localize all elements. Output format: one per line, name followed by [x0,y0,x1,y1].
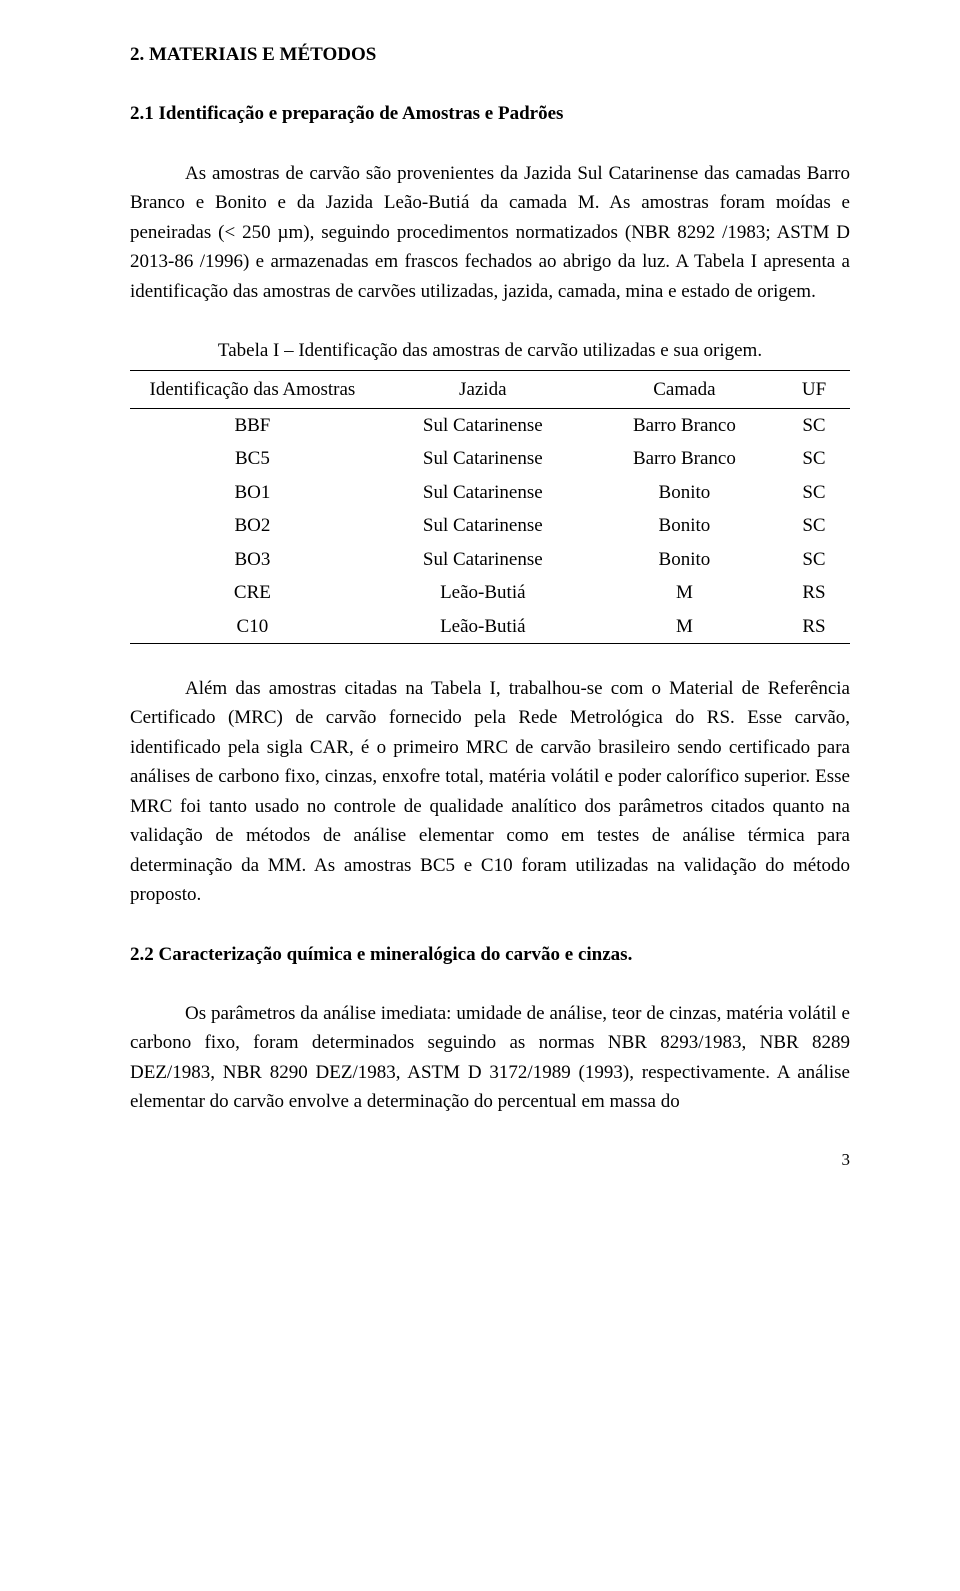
table-cell: Bonito [591,543,778,576]
table-caption: Tabela I – Identificação das amostras de… [130,336,850,365]
table-row: BO3Sul CatarinenseBonitoSC [130,543,850,576]
table-cell: Bonito [591,476,778,509]
table-cell: BO3 [130,543,375,576]
table-col-camada: Camada [591,370,778,408]
table-cell: BBF [130,408,375,442]
table-cell: Barro Branco [591,442,778,475]
table-cell: SC [778,442,850,475]
table-col-uf: UF [778,370,850,408]
table-cell: Barro Branco [591,408,778,442]
table-cell: M [591,576,778,609]
table-cell: Bonito [591,509,778,542]
subsection-heading-2: 2.2 Caracterização química e mineralógic… [130,940,850,969]
paragraph-2: Além das amostras citadas na Tabela I, t… [130,674,850,910]
table-cell: BC5 [130,442,375,475]
table-cell: RS [778,610,850,644]
table-header-row: Identificação das Amostras Jazida Camada… [130,370,850,408]
table-col-jazida: Jazida [375,370,591,408]
table-cell: BO2 [130,509,375,542]
table-cell: Sul Catarinense [375,509,591,542]
table-row: CRELeão-ButiáMRS [130,576,850,609]
table-cell: Sul Catarinense [375,442,591,475]
table-cell: RS [778,576,850,609]
table-col-id: Identificação das Amostras [130,370,375,408]
table-cell: SC [778,476,850,509]
table-cell: C10 [130,610,375,644]
table-row: C10Leão-ButiáMRS [130,610,850,644]
table-cell: Sul Catarinense [375,476,591,509]
table-cell: CRE [130,576,375,609]
table-cell: SC [778,408,850,442]
paragraph-1: As amostras de carvão são provenientes d… [130,159,850,306]
table-cell: Sul Catarinense [375,408,591,442]
table-cell: SC [778,543,850,576]
table-row: BBFSul CatarinenseBarro BrancoSC [130,408,850,442]
section-heading: 2. MATERIAIS E MÉTODOS [130,40,850,69]
page-number: 3 [130,1147,850,1173]
table-row: BO1Sul CatarinenseBonitoSC [130,476,850,509]
table-cell: Leão-Butiá [375,610,591,644]
table-cell: Sul Catarinense [375,543,591,576]
samples-table: Identificação das Amostras Jazida Camada… [130,370,850,645]
table-cell: M [591,610,778,644]
subsection-heading-1: 2.1 Identificação e preparação de Amostr… [130,99,850,128]
table-row: BC5Sul CatarinenseBarro BrancoSC [130,442,850,475]
table-cell: Leão-Butiá [375,576,591,609]
paragraph-3: Os parâmetros da análise imediata: umida… [130,999,850,1117]
table-cell: SC [778,509,850,542]
table-cell: BO1 [130,476,375,509]
table-row: BO2Sul CatarinenseBonitoSC [130,509,850,542]
